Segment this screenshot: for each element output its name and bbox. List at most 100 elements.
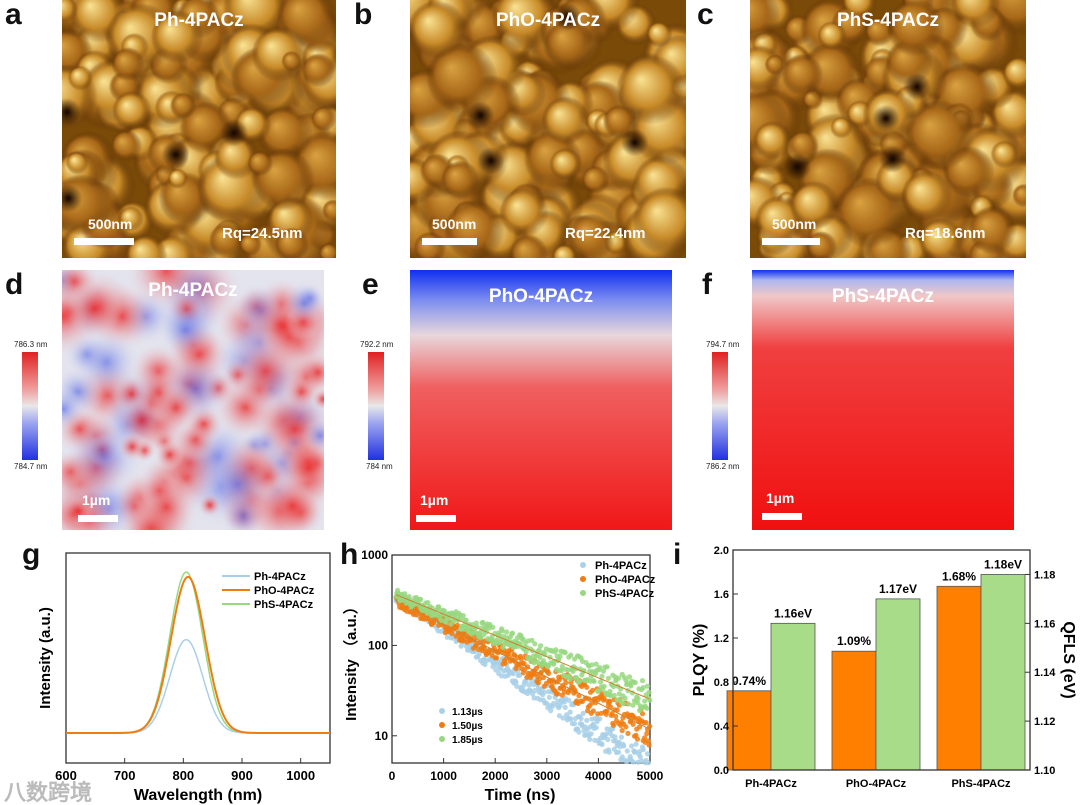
decay-point-PhS-4PACz [577, 678, 583, 685]
y-tick-label: 100 [368, 638, 388, 652]
x-tick-label: 700 [114, 768, 136, 783]
decay-point-Ph-4PACz [616, 749, 622, 755]
image-title: Ph-4PACz [148, 280, 238, 301]
decay-point-Ph-4PACz [618, 734, 625, 740]
plqy-bar [936, 585, 982, 771]
x-tick-label: 3000 [533, 769, 560, 783]
x-tick-label: Ph-4PACz [745, 778, 797, 790]
decay-point-PhS-4PACz [597, 665, 603, 671]
legend-marker [580, 562, 586, 568]
y-tick-label: 0.0 [714, 765, 729, 777]
colorbar-min: 784 nm [366, 462, 393, 471]
decay-point-PhO-4PACz [611, 722, 617, 729]
colorbar-max: 786.3 nm [14, 340, 48, 349]
plot-frame [391, 554, 651, 764]
decay-point-PhO-4PACz [590, 687, 596, 693]
decay-point-Ph-4PACz [633, 741, 639, 747]
decay-point-Ph-4PACz [548, 708, 554, 714]
decay-point-PhO-4PACz [645, 738, 651, 744]
decay-point-PhO-4PACz [518, 656, 524, 662]
decay-point-PhS-4PACz [626, 701, 632, 707]
plot-frame [732, 549, 1031, 771]
decay-point-PhS-4PACz [628, 683, 634, 689]
colorbar [712, 352, 728, 460]
decay-point-PhS-4PACz [529, 637, 535, 643]
plqy-value-label: 1.09% [837, 634, 871, 648]
decay-point-PhO-4PACz [642, 735, 648, 741]
lifetime-marker [439, 722, 445, 728]
decay-point-Ph-4PACz [513, 679, 519, 686]
qfls-bar [770, 622, 816, 771]
decay-point-PhS-4PACz [443, 619, 449, 625]
decay-point-PhO-4PACz [613, 713, 619, 719]
y-tick-label: 1000 [361, 548, 388, 562]
panel-label-c: c [697, 0, 714, 31]
decay-point-Ph-4PACz [560, 715, 566, 721]
decay-point-PhS-4PACz [490, 624, 496, 630]
decay-point-PhO-4PACz [555, 691, 561, 697]
panel-label-i: i [673, 538, 682, 571]
decay-point-PhO-4PACz [493, 655, 500, 661]
colorbar [22, 352, 38, 460]
scale-bar-label: 1µm [766, 490, 795, 506]
decay-point-PhO-4PACz [502, 660, 508, 666]
decay-point-PhS-4PACz [559, 663, 565, 670]
decay-point-Ph-4PACz [612, 734, 618, 740]
qfls-bar [875, 598, 921, 771]
scale-bar [762, 513, 802, 520]
scale-bar-label: 500nm [88, 216, 133, 232]
decay-point-PhS-4PACz [598, 679, 604, 685]
image-title: PhS-4PACz [831, 286, 935, 307]
pl-map-pho: PhO-4PACz 1µm [410, 270, 672, 530]
lifetime-marker [439, 736, 445, 742]
decay-point-Ph-4PACz [629, 743, 635, 749]
y-axis-label: Intensity (a.u.) [37, 607, 54, 709]
decay-point-PhS-4PACz [591, 678, 597, 684]
decay-point-PhS-4PACz [562, 650, 568, 656]
panel-label-e: e [362, 268, 379, 301]
afm-image-phs: PhS-4PACz 500nm Rq=18.6nm [750, 0, 1026, 258]
decay-point-Ph-4PACz [645, 760, 651, 766]
decay-point-Ph-4PACz [578, 715, 584, 722]
decay-point-Ph-4PACz [476, 651, 482, 657]
decay-point-PhS-4PACz [593, 661, 599, 667]
decay-point-Ph-4PACz [562, 704, 568, 711]
scale-bar [422, 238, 477, 245]
plqy-value-label: 1.68% [942, 569, 976, 583]
legend-label: Ph-4PACz [595, 560, 647, 572]
panel-label-d: d [5, 268, 24, 301]
decay-point-PhS-4PACz [553, 647, 559, 653]
lifetime-marker [439, 708, 445, 714]
decay-point-Ph-4PACz [630, 759, 636, 765]
decay-point-PhS-4PACz [600, 668, 607, 674]
decay-point-PhO-4PACz [625, 730, 631, 737]
y-tick-label: 2.0 [714, 545, 729, 557]
decay-point-PhS-4PACz [499, 628, 505, 634]
decay-point-PhO-4PACz [634, 736, 641, 742]
image-title: PhO-4PACz [488, 286, 594, 307]
decay-point-PhO-4PACz [535, 680, 542, 686]
decay-point-PhO-4PACz [647, 723, 653, 729]
y2-tick-label: 1.14 [1034, 667, 1056, 679]
decay-point-PhS-4PACz [605, 675, 612, 681]
x-tick-label: PhS-4PACz [951, 778, 1011, 790]
y-axis-label: PLQY (%) [691, 624, 708, 697]
y-axis-label: Intensity （a.u.） [342, 599, 360, 721]
decay-point-Ph-4PACz [541, 689, 547, 695]
y2-tick-label: 1.16 [1034, 618, 1055, 630]
decay-point-Ph-4PACz [621, 743, 627, 749]
decay-point-PhS-4PACz [434, 612, 440, 618]
legend-marker [580, 590, 586, 596]
decay-point-PhS-4PACz [509, 630, 515, 636]
plqy-bar [726, 690, 772, 771]
image-title: PhO-4PACz [495, 10, 601, 31]
image-title: Ph-4PACz [154, 10, 244, 31]
scale-bar-label: 1µm [420, 492, 449, 508]
decay-point-Ph-4PACz [605, 736, 611, 743]
decay-point-PhS-4PACz [599, 673, 605, 679]
decay-point-PhS-4PACz [639, 678, 646, 684]
decay-point-Ph-4PACz [580, 710, 586, 717]
decay-point-PhO-4PACz [644, 731, 650, 737]
decay-point-PhS-4PACz [601, 683, 607, 689]
colorbar [368, 352, 384, 460]
